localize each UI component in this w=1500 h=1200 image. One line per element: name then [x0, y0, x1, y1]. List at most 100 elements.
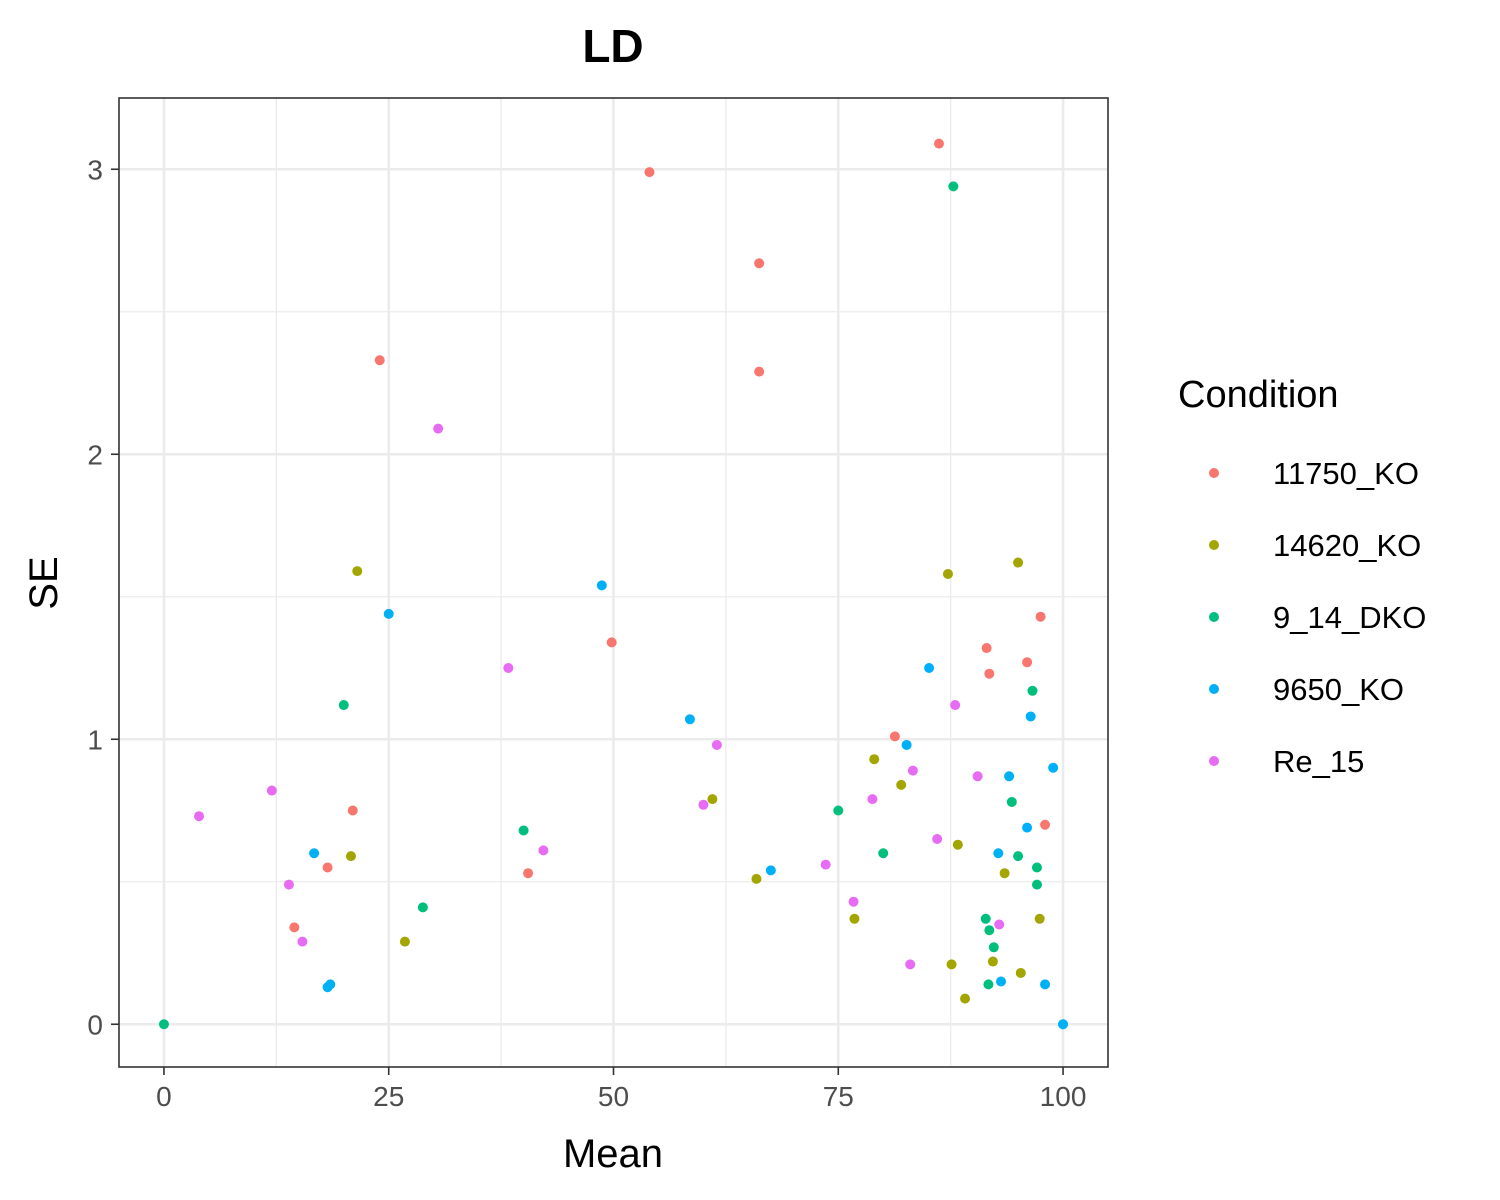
- data-point: [1034, 913, 1045, 924]
- legend-label: Re_15: [1273, 744, 1364, 779]
- data-point: [878, 848, 889, 859]
- x-axis-title: Mean: [563, 1132, 663, 1176]
- data-point: [848, 896, 859, 907]
- chart-title: LD: [582, 20, 643, 72]
- data-point: [950, 700, 961, 711]
- data-point: [1040, 979, 1051, 990]
- data-point: [266, 785, 277, 796]
- data-point: [606, 637, 617, 648]
- legend-key: [1209, 540, 1219, 550]
- data-point: [983, 979, 994, 990]
- data-point: [905, 959, 916, 970]
- data-point: [698, 799, 709, 810]
- legend-key: [1209, 756, 1219, 766]
- y-tick-label: 1: [87, 724, 103, 755]
- data-point: [1031, 862, 1042, 873]
- data-point: [374, 355, 385, 366]
- data-point: [399, 936, 410, 947]
- data-point: [996, 976, 1007, 987]
- data-point: [523, 868, 534, 879]
- data-point: [1058, 1019, 1069, 1030]
- data-point: [972, 771, 983, 782]
- data-points: [158, 138, 1069, 1030]
- data-point: [325, 979, 336, 990]
- legend-items: 11750_KO 14620_KO 9_14_DKO 9650_KO Re_15: [1209, 456, 1426, 779]
- y-tick-label: 2: [87, 439, 103, 470]
- data-point: [1022, 657, 1033, 668]
- data-point: [901, 739, 912, 750]
- data-point: [948, 181, 959, 192]
- data-point: [867, 794, 878, 805]
- data-point: [283, 879, 294, 890]
- data-point: [833, 805, 844, 816]
- data-point: [345, 851, 356, 862]
- data-point: [1013, 557, 1024, 568]
- grid-lines: [119, 98, 1108, 1067]
- x-tick-label: 75: [823, 1081, 854, 1112]
- data-point: [1022, 822, 1033, 833]
- data-point: [988, 942, 999, 953]
- data-point: [1004, 771, 1015, 782]
- data-point: [503, 663, 514, 673]
- data-point: [869, 754, 880, 765]
- data-point: [984, 668, 995, 679]
- data-point: [707, 794, 718, 805]
- data-point: [999, 868, 1010, 879]
- data-point: [849, 913, 860, 924]
- data-point: [984, 925, 995, 936]
- data-point: [820, 859, 831, 870]
- data-point: [289, 922, 300, 933]
- data-point: [297, 936, 308, 947]
- data-point: [933, 138, 944, 149]
- data-point: [932, 834, 943, 844]
- legend-label: 11750_KO: [1273, 456, 1419, 491]
- x-tick-label: 25: [373, 1081, 404, 1112]
- legend-key: [1209, 684, 1219, 694]
- data-point: [194, 811, 205, 822]
- data-point: [1031, 879, 1042, 890]
- data-point: [1027, 685, 1038, 696]
- data-point: [596, 580, 607, 591]
- data-point: [981, 643, 992, 654]
- data-point: [980, 913, 991, 924]
- data-point: [1025, 711, 1036, 722]
- data-point: [1048, 762, 1059, 773]
- data-point: [538, 845, 549, 856]
- data-point: [960, 993, 971, 1004]
- x-tick-label: 50: [598, 1081, 629, 1112]
- axis-ticks: [111, 168, 1064, 1075]
- legend-key: [1209, 468, 1219, 478]
- y-tick-label: 3: [87, 154, 103, 185]
- data-point: [889, 731, 900, 742]
- data-point: [684, 714, 695, 725]
- data-point: [383, 608, 394, 619]
- data-point: [158, 1019, 169, 1030]
- data-point: [987, 956, 998, 967]
- data-point: [754, 366, 765, 377]
- data-point: [754, 258, 765, 269]
- data-point: [1040, 819, 1051, 830]
- data-point: [347, 805, 358, 816]
- legend-label: 9_14_DKO: [1273, 600, 1426, 635]
- legend-label: 14620_KO: [1273, 528, 1421, 563]
- legend: Condition 11750_KO 14620_KO 9_14_DKO 9650_K…: [1178, 374, 1426, 779]
- data-point: [994, 919, 1005, 930]
- data-point: [352, 566, 363, 577]
- data-point: [896, 779, 907, 790]
- data-point: [338, 700, 349, 711]
- data-point: [518, 825, 529, 836]
- data-point: [993, 848, 1004, 859]
- data-point: [417, 902, 428, 913]
- y-tick-label: 0: [87, 1009, 103, 1040]
- data-point: [309, 848, 320, 859]
- data-point: [1013, 851, 1024, 862]
- data-point: [711, 739, 722, 750]
- data-point: [433, 423, 444, 434]
- data-point: [322, 862, 333, 873]
- data-point: [1015, 967, 1026, 978]
- data-point: [751, 873, 762, 884]
- data-point: [942, 568, 953, 579]
- data-point: [924, 663, 935, 673]
